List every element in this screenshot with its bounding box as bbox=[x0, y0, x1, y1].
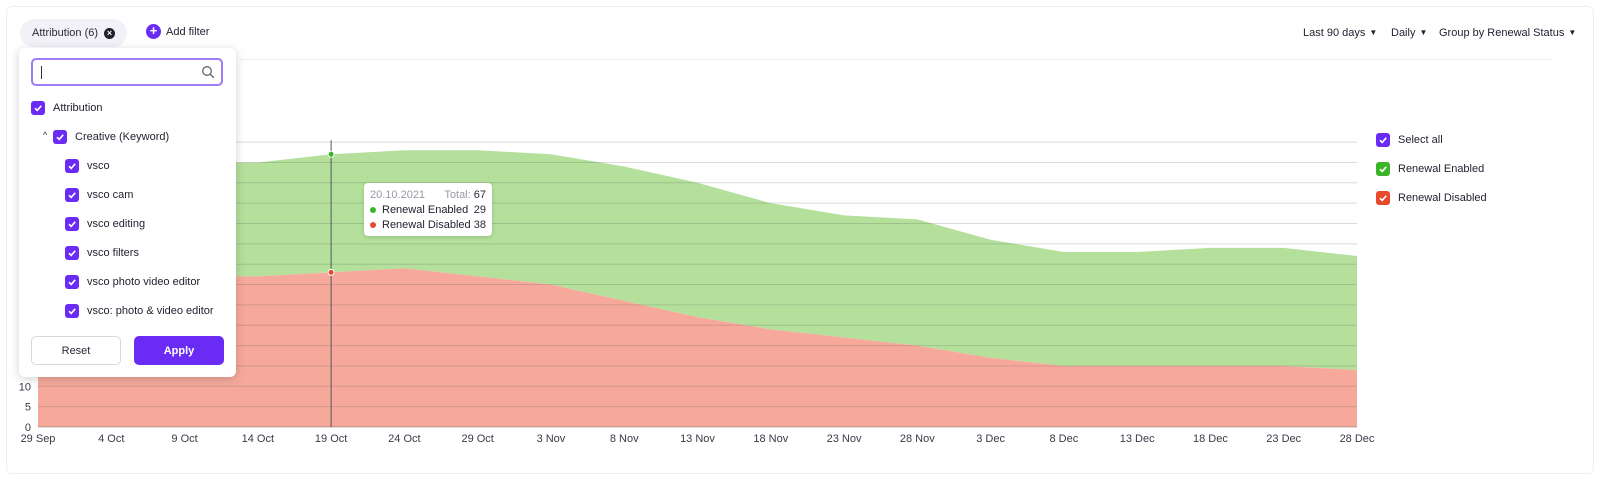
y-tick-label: 0 bbox=[25, 422, 31, 434]
option-label: Creative (Keyword) bbox=[75, 131, 170, 143]
checkbox-icon[interactable] bbox=[31, 101, 45, 115]
plus-icon: + bbox=[146, 24, 161, 39]
x-tick-label: 9 Oct bbox=[171, 433, 197, 445]
x-tick-label: 3 Dec bbox=[976, 433, 1005, 445]
option-label: vsco photo video editor bbox=[87, 276, 201, 288]
x-tick-label: 8 Nov bbox=[610, 433, 639, 445]
tooltip-row-label: Renewal Enabled bbox=[382, 203, 469, 216]
checkbox-icon[interactable] bbox=[1376, 133, 1390, 147]
reset-button[interactable]: Reset bbox=[31, 336, 121, 365]
keyword-option[interactable]: vsco: photo & video editor bbox=[65, 304, 214, 318]
keyword-option[interactable]: vsco photo video editor bbox=[65, 275, 200, 289]
keyword-option[interactable]: vsco editing bbox=[65, 217, 145, 231]
chevron-down-icon: ▼ bbox=[1419, 28, 1428, 37]
x-tick-label: 28 Nov bbox=[900, 433, 935, 445]
apply-button[interactable]: Apply bbox=[134, 336, 224, 365]
attribution-dropdown: Attribution ^ Creative (Keyword) vsco vs… bbox=[19, 48, 236, 377]
checkbox-icon[interactable] bbox=[65, 217, 79, 231]
green-dot-icon bbox=[370, 206, 376, 213]
legend-select-all[interactable]: Select all bbox=[1376, 133, 1443, 147]
checkbox-icon[interactable] bbox=[53, 130, 67, 144]
x-tick-label: 14 Oct bbox=[242, 433, 274, 445]
red-dot-icon bbox=[370, 221, 376, 228]
interval-select[interactable]: Daily ▼ bbox=[1391, 27, 1427, 39]
chip-label: Attribution (6) bbox=[32, 27, 99, 39]
tooltip-row-value: 38 bbox=[473, 218, 486, 231]
chart-tooltip: 20.10.2021 Total: 67 Renewal Enabled 29 … bbox=[364, 183, 492, 236]
option-label: vsco: photo & video editor bbox=[87, 305, 214, 317]
text-caret bbox=[41, 66, 42, 79]
x-tick-label: 3 Nov bbox=[537, 433, 566, 445]
y-tick-label: 10 bbox=[19, 381, 31, 393]
range-label: Last 90 days bbox=[1303, 27, 1366, 39]
legend-label: Renewal Disabled bbox=[1398, 192, 1487, 204]
x-tick-label: 24 Oct bbox=[388, 433, 420, 445]
chevron-down-icon: ▼ bbox=[1568, 28, 1577, 37]
keyword-option[interactable]: vsco filters bbox=[65, 246, 139, 260]
checkbox-icon[interactable] bbox=[65, 304, 79, 318]
keyword-option[interactable]: vsco bbox=[65, 159, 110, 173]
checkbox-icon[interactable] bbox=[65, 275, 79, 289]
tooltip-total-label: Total: 67 bbox=[444, 188, 486, 201]
group-label: Group by Renewal Status bbox=[1439, 27, 1565, 39]
add-filter-label: Add filter bbox=[166, 25, 210, 38]
keyword-option[interactable]: vsco cam bbox=[65, 188, 133, 202]
hover-point-disabled bbox=[327, 268, 335, 276]
x-tick-label: 13 Nov bbox=[680, 433, 715, 445]
interval-label: Daily bbox=[1391, 27, 1416, 39]
checkbox-icon[interactable] bbox=[65, 159, 79, 173]
legend-item-renewal-enabled[interactable]: Renewal Enabled bbox=[1376, 162, 1484, 176]
y-tick-label: 5 bbox=[25, 402, 31, 414]
legend-item-renewal-disabled[interactable]: Renewal Disabled bbox=[1376, 191, 1487, 205]
x-tick-label: 23 Dec bbox=[1266, 433, 1301, 445]
add-filter-button[interactable]: + Add filter bbox=[146, 24, 209, 39]
attribution-filter-chip[interactable]: Attribution (6) × bbox=[20, 19, 128, 47]
checkbox-icon[interactable] bbox=[65, 188, 79, 202]
x-tick-label: 18 Dec bbox=[1193, 433, 1228, 445]
tooltip-date: 20.10.2021 bbox=[370, 188, 426, 201]
range-select[interactable]: Last 90 days ▼ bbox=[1303, 27, 1377, 39]
x-tick-label: 23 Nov bbox=[827, 433, 862, 445]
checkbox-icon[interactable] bbox=[1376, 162, 1390, 176]
option-label: vsco editing bbox=[87, 218, 146, 230]
series-area-renewal-disabled bbox=[38, 268, 1357, 427]
search-icon bbox=[201, 65, 215, 84]
attribution-root-option[interactable]: Attribution bbox=[31, 101, 103, 115]
divider bbox=[240, 59, 1552, 60]
search-input[interactable] bbox=[31, 58, 223, 86]
tooltip-total: 67 bbox=[473, 188, 486, 201]
x-tick-label: 28 Dec bbox=[1340, 433, 1375, 445]
x-tick-label: 29 Sep bbox=[21, 433, 56, 445]
collapse-chevron-icon[interactable]: ^ bbox=[43, 130, 48, 140]
chevron-down-icon: ▼ bbox=[1369, 28, 1378, 37]
x-tick-label: 4 Oct bbox=[98, 433, 124, 445]
x-tick-label: 19 Oct bbox=[315, 433, 347, 445]
option-label: Attribution bbox=[53, 102, 103, 114]
x-tick-label: 8 Dec bbox=[1050, 433, 1079, 445]
tooltip-row-label: Renewal Disabled bbox=[382, 218, 471, 231]
tooltip-row-value: 29 bbox=[473, 203, 486, 216]
x-tick-label: 13 Dec bbox=[1120, 433, 1155, 445]
creative-keyword-option[interactable]: Creative (Keyword) bbox=[53, 130, 169, 144]
checkbox-icon[interactable] bbox=[1376, 191, 1390, 205]
legend-label: Select all bbox=[1398, 134, 1443, 146]
group-select[interactable]: Group by Renewal Status ▼ bbox=[1439, 27, 1576, 39]
option-label: vsco cam bbox=[87, 189, 134, 201]
checkbox-icon[interactable] bbox=[65, 246, 79, 260]
x-tick-label: 29 Oct bbox=[461, 433, 493, 445]
x-tick-label: 18 Nov bbox=[753, 433, 788, 445]
legend-label: Renewal Enabled bbox=[1398, 163, 1485, 175]
option-label: vsco filters bbox=[87, 247, 139, 259]
remove-filter-icon[interactable]: × bbox=[104, 27, 116, 39]
option-label: vsco bbox=[87, 160, 110, 172]
hover-point-enabled bbox=[327, 150, 335, 158]
